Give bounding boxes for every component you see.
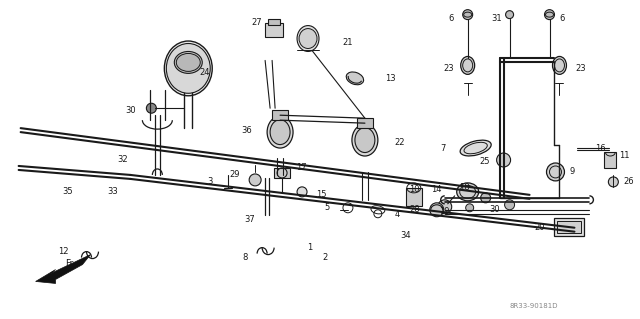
Text: 20: 20 (534, 223, 545, 232)
Circle shape (438, 200, 452, 214)
Circle shape (466, 204, 474, 212)
Bar (265, 23, 283, 37)
Text: 2: 2 (323, 253, 328, 262)
Bar (274, 168, 290, 178)
Text: 8R33-90181D: 8R33-90181D (509, 303, 558, 309)
Bar (268, 19, 280, 25)
Bar (272, 110, 288, 120)
Ellipse shape (176, 54, 200, 71)
Text: 22: 22 (395, 137, 405, 146)
Ellipse shape (299, 29, 317, 48)
Text: 23: 23 (575, 64, 586, 73)
Text: 5: 5 (324, 203, 330, 212)
Bar (357, 118, 373, 128)
Text: 26: 26 (623, 177, 634, 186)
Ellipse shape (267, 116, 293, 148)
Text: 28: 28 (409, 205, 420, 214)
Bar (554, 218, 584, 236)
Text: Fr.: Fr. (65, 258, 76, 268)
Text: 37: 37 (244, 215, 255, 224)
Text: 34: 34 (400, 231, 410, 240)
Text: 6: 6 (449, 14, 454, 23)
Text: 27: 27 (252, 18, 262, 27)
Ellipse shape (457, 183, 479, 201)
Circle shape (147, 103, 156, 113)
Ellipse shape (460, 140, 491, 156)
Text: 11: 11 (620, 151, 630, 160)
Ellipse shape (166, 43, 210, 93)
Circle shape (609, 177, 618, 187)
Text: 17: 17 (296, 163, 307, 173)
Text: 18: 18 (459, 183, 470, 192)
Ellipse shape (270, 120, 290, 145)
Text: 30: 30 (489, 205, 500, 214)
Circle shape (481, 193, 491, 203)
Text: 32: 32 (118, 155, 129, 165)
Text: 3: 3 (207, 177, 212, 186)
Text: 25: 25 (479, 158, 490, 167)
Bar (604, 152, 616, 168)
Text: 31: 31 (491, 14, 502, 23)
Circle shape (249, 174, 261, 186)
Ellipse shape (352, 124, 378, 156)
Text: 13: 13 (385, 74, 396, 83)
Ellipse shape (174, 51, 202, 73)
Text: 35: 35 (62, 187, 72, 197)
Text: 33: 33 (108, 187, 118, 197)
Text: 21: 21 (342, 38, 353, 47)
Text: 30: 30 (126, 106, 136, 115)
Circle shape (463, 10, 473, 19)
Text: 10: 10 (410, 185, 420, 194)
Ellipse shape (355, 128, 375, 152)
Text: 14: 14 (431, 185, 442, 194)
Text: 16: 16 (595, 144, 606, 152)
Text: 1: 1 (307, 243, 312, 252)
Text: 29: 29 (230, 170, 240, 179)
Circle shape (506, 11, 513, 19)
Circle shape (504, 200, 515, 210)
Circle shape (497, 153, 511, 167)
Ellipse shape (346, 72, 364, 85)
Text: 4: 4 (395, 210, 400, 219)
Text: 12: 12 (58, 247, 68, 256)
Circle shape (430, 203, 444, 217)
Ellipse shape (552, 56, 566, 74)
Text: 7: 7 (440, 144, 445, 152)
Text: 9: 9 (570, 167, 575, 176)
Ellipse shape (164, 41, 212, 96)
Ellipse shape (297, 26, 319, 51)
Text: 19: 19 (439, 207, 450, 216)
Text: 36: 36 (241, 126, 252, 135)
Bar (557, 221, 581, 233)
Bar (406, 188, 422, 206)
Text: 8: 8 (243, 253, 248, 262)
Circle shape (547, 163, 564, 181)
Ellipse shape (461, 56, 475, 74)
Text: 24: 24 (200, 68, 210, 77)
Circle shape (545, 10, 554, 19)
Text: 15: 15 (316, 190, 326, 199)
Circle shape (297, 187, 307, 197)
Polygon shape (36, 255, 90, 284)
Text: 6: 6 (559, 14, 565, 23)
Text: 23: 23 (443, 64, 454, 73)
